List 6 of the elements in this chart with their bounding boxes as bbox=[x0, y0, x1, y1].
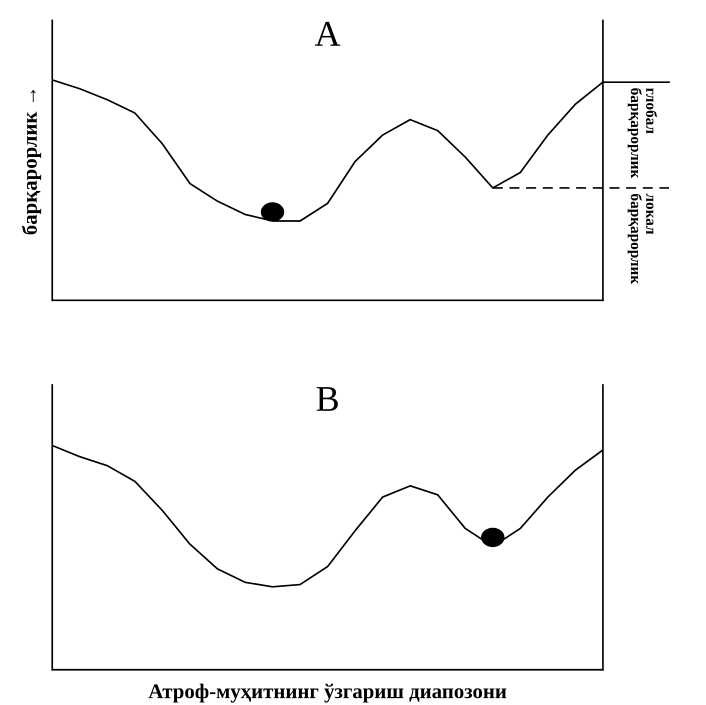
ref-line-label: локал барқарорлик bbox=[628, 194, 654, 284]
x-axis-title: Атроф-муҳитнинг ўзгариш диапозони bbox=[148, 684, 506, 703]
chart-title: A bbox=[314, 22, 340, 46]
y-axis-title: барқарорлик → bbox=[22, 90, 42, 234]
chart-title: B bbox=[316, 387, 338, 411]
ref-line-label: глобал барқарорлик bbox=[628, 88, 658, 178]
